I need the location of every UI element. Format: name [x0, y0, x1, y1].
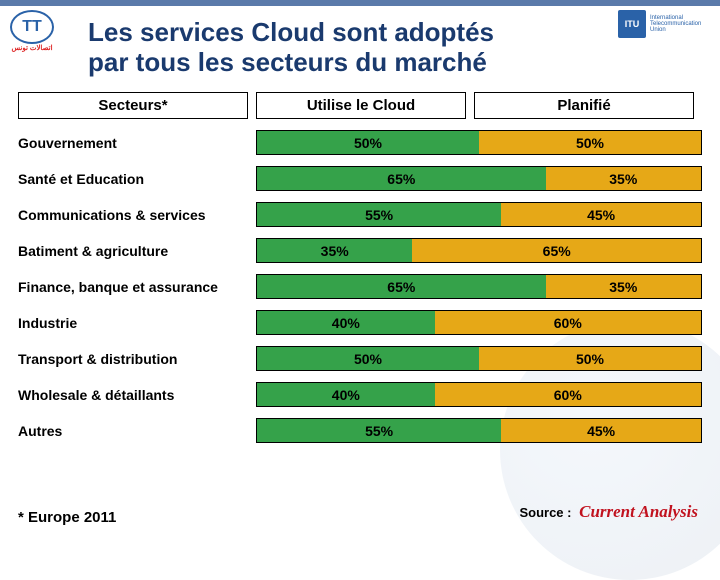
- source-label: Source :: [519, 505, 571, 520]
- stacked-bar: 55%45%: [256, 202, 702, 227]
- stacked-bar: 65%35%: [256, 166, 702, 191]
- table-row: Finance, banque et assurance65%35%: [18, 269, 702, 305]
- table-row: Industrie40%60%: [18, 305, 702, 341]
- sector-label: Communications & services: [18, 207, 256, 223]
- title-line-2: par tous les secteurs du marché: [88, 47, 487, 77]
- table-row: Communications & services55%45%: [18, 197, 702, 233]
- bar-segment-planifie: 50%: [479, 347, 701, 370]
- header-sector: Secteurs*: [18, 92, 248, 119]
- bar-segment-utilise: 40%: [257, 311, 435, 334]
- bar-segment-utilise: 50%: [257, 347, 479, 370]
- sector-label: Finance, banque et assurance: [18, 279, 256, 295]
- bar-segment-planifie: 60%: [435, 383, 701, 406]
- stacked-bar: 55%45%: [256, 418, 702, 443]
- bar-segment-planifie: 45%: [501, 419, 701, 442]
- bar-segment-utilise: 65%: [257, 275, 546, 298]
- sector-label: Industrie: [18, 315, 256, 331]
- table-row: Autres55%45%: [18, 413, 702, 449]
- sector-label: Autres: [18, 423, 256, 439]
- top-accent-band: [0, 0, 720, 6]
- bar-segment-utilise: 65%: [257, 167, 546, 190]
- sector-label: Batiment & agriculture: [18, 243, 256, 259]
- bar-segment-planifie: 60%: [435, 311, 701, 334]
- data-grid: Secteurs* Utilise le Cloud Planifié Gouv…: [18, 92, 702, 449]
- table-row: Gouvernement50%50%: [18, 125, 702, 161]
- bar-segment-planifie: 45%: [501, 203, 701, 226]
- bar-segment-planifie: 50%: [479, 131, 701, 154]
- table-row: Wholesale & détaillants40%60%: [18, 377, 702, 413]
- bar-segment-utilise: 50%: [257, 131, 479, 154]
- stacked-bar: 35%65%: [256, 238, 702, 263]
- footnote: * Europe 2011: [18, 509, 116, 526]
- sector-label: Santé et Education: [18, 171, 256, 187]
- rows-container: Gouvernement50%50%Santé et Education65%3…: [18, 125, 702, 449]
- stacked-bar: 40%60%: [256, 382, 702, 407]
- bar-segment-planifie: 35%: [546, 167, 701, 190]
- header-planifie: Planifié: [474, 92, 694, 119]
- table-row: Santé et Education65%35%: [18, 161, 702, 197]
- header-row: Secteurs* Utilise le Cloud Planifié: [18, 92, 702, 119]
- stacked-bar: 40%60%: [256, 310, 702, 335]
- bar-segment-utilise: 40%: [257, 383, 435, 406]
- bar-segment-utilise: 35%: [257, 239, 412, 262]
- slide: TT اتصالات تونس ITU International Teleco…: [0, 0, 720, 540]
- bar-segment-planifie: 65%: [412, 239, 701, 262]
- tt-oval-icon: TT: [10, 10, 54, 44]
- title-line-1: Les services Cloud sont adoptés: [88, 17, 494, 47]
- bar-segment-utilise: 55%: [257, 203, 501, 226]
- source-brand: Current Analysis: [579, 502, 698, 521]
- sector-label: Wholesale & détaillants: [18, 387, 256, 403]
- stacked-bar: 50%50%: [256, 130, 702, 155]
- table-row: Transport & distribution50%50%: [18, 341, 702, 377]
- slide-title: Les services Cloud sont adoptés par tous…: [88, 18, 632, 78]
- stacked-bar: 65%35%: [256, 274, 702, 299]
- bar-segment-utilise: 55%: [257, 419, 501, 442]
- sector-label: Transport & distribution: [18, 351, 256, 367]
- itu-subtext: International Telecommunication Union: [650, 15, 710, 33]
- logo-tunisie-telecom: TT اتصالات تونس: [10, 10, 54, 52]
- table-row: Batiment & agriculture35%65%: [18, 233, 702, 269]
- bar-segment-planifie: 35%: [546, 275, 701, 298]
- header-utilise: Utilise le Cloud: [256, 92, 466, 119]
- stacked-bar: 50%50%: [256, 346, 702, 371]
- tt-subtext: اتصالات تونس: [11, 44, 52, 52]
- sector-label: Gouvernement: [18, 135, 256, 151]
- source-line: Source : Current Analysis: [519, 502, 698, 522]
